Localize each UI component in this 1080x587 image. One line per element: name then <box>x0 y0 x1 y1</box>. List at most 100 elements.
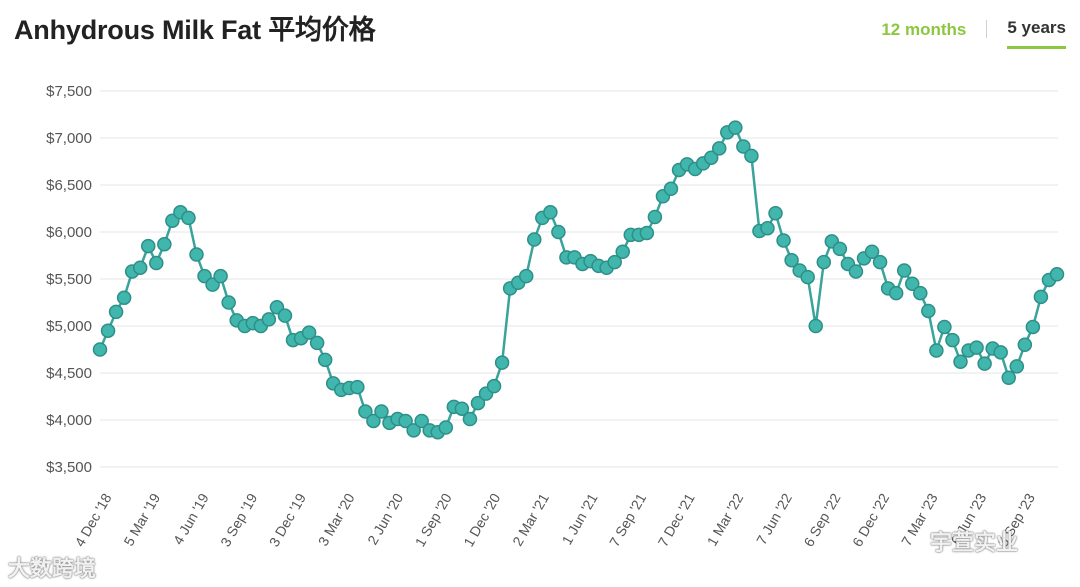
data-point <box>647 209 663 225</box>
data-point <box>816 254 832 270</box>
data-point <box>904 276 920 291</box>
data-point <box>494 355 510 370</box>
data-point <box>414 413 429 429</box>
data-point <box>921 303 936 319</box>
data-point <box>760 220 775 236</box>
y-tick-label: $7,500 <box>46 83 92 100</box>
data-point <box>181 210 196 226</box>
data-point <box>213 268 228 284</box>
data-point <box>309 335 325 351</box>
watermark-left: 大数跨境 <box>8 556 97 581</box>
data-point <box>221 295 236 310</box>
data-point <box>486 378 502 394</box>
data-point <box>527 232 542 247</box>
data-point <box>157 236 172 252</box>
data-point <box>277 308 293 323</box>
data-point <box>977 356 992 371</box>
x-tick-label: 6 Sep '22 <box>800 490 843 549</box>
data-point <box>888 285 904 301</box>
y-tick-label: $3,500 <box>46 459 92 476</box>
data-point <box>937 319 952 335</box>
data-point <box>800 269 815 285</box>
x-tick-label: 7 Dec '21 <box>655 490 698 549</box>
data-point <box>848 264 864 279</box>
data-point <box>301 325 317 340</box>
y-tick-label: $4,500 <box>46 365 92 382</box>
data-point <box>1001 370 1016 385</box>
y-tick-label: $6,000 <box>46 224 92 241</box>
x-tick-label: 1 Mar '22 <box>704 490 747 548</box>
data-point <box>366 413 381 429</box>
data-point <box>108 304 124 320</box>
y-tick-label: $7,000 <box>46 130 92 147</box>
data-point <box>398 413 413 429</box>
page-title: Anhydrous Milk Fat 平均价格 <box>14 15 376 45</box>
data-point <box>945 332 960 348</box>
data-point <box>808 318 823 334</box>
tab-divider <box>986 20 988 38</box>
data-point <box>189 247 204 262</box>
x-tick-label: 4 Dec '18 <box>71 490 114 549</box>
y-tick-label: $5,000 <box>46 318 92 335</box>
data-point <box>543 205 558 220</box>
data-point <box>470 395 486 411</box>
x-tick-label: 1 Sep '20 <box>412 490 455 549</box>
tab-5-years[interactable]: 5 years <box>1007 18 1066 49</box>
x-tick-label: 3 Sep '19 <box>217 490 260 549</box>
data-point <box>406 423 421 438</box>
data-point <box>1049 267 1065 282</box>
data-point <box>374 404 389 419</box>
range-tabs: 12 months 5 years <box>881 18 1066 49</box>
data-point <box>454 401 470 416</box>
data-point <box>1017 337 1033 353</box>
data-point <box>607 254 622 270</box>
data-point <box>993 345 1008 360</box>
data-point <box>784 252 799 268</box>
data-point <box>896 263 912 278</box>
y-tick-label: $6,500 <box>46 177 92 194</box>
data-point <box>969 340 984 355</box>
data-point <box>953 354 968 369</box>
data-point <box>913 285 928 301</box>
data-point <box>438 420 454 435</box>
data-point <box>776 233 791 248</box>
data-point <box>92 342 108 357</box>
data-point <box>350 379 365 395</box>
x-tick-label: 1 Dec '20 <box>460 490 503 549</box>
data-point <box>615 244 630 259</box>
data-point <box>100 323 116 338</box>
data-point <box>358 404 373 419</box>
data-point <box>864 244 880 259</box>
data-point <box>261 312 277 327</box>
data-point <box>132 260 148 275</box>
tab-12-months[interactable]: 12 months <box>881 19 967 39</box>
x-tick-label: 2 Mar '21 <box>509 490 552 548</box>
data-point <box>711 141 727 156</box>
x-tick-label: 3 Mar '20 <box>315 490 358 548</box>
data-point <box>551 224 566 240</box>
x-tick-label: 5 Mar '19 <box>120 490 163 548</box>
x-tick-label: 1 Jun '21 <box>559 490 601 547</box>
data-point <box>149 255 164 271</box>
data-point <box>141 238 156 254</box>
x-tick-label: 7 Jun '22 <box>753 490 795 547</box>
x-tick-label: 4 Jun '19 <box>170 490 212 547</box>
y-tick-label: $5,500 <box>46 271 92 288</box>
data-point <box>1025 319 1041 335</box>
data-point <box>703 150 719 165</box>
x-tick-label: 2 Jun '20 <box>364 490 406 547</box>
data-point <box>768 205 783 221</box>
data-point <box>1033 289 1049 305</box>
data-point <box>663 181 679 197</box>
y-tick-label: $4,000 <box>46 412 92 429</box>
data-point <box>744 148 759 164</box>
data-point <box>317 352 333 368</box>
data-point <box>736 139 751 154</box>
data-point <box>1009 359 1025 374</box>
watermark-right: 宇萱实业 <box>930 530 1019 555</box>
x-tick-label: 7 Sep '21 <box>606 490 649 549</box>
data-point <box>872 254 888 270</box>
data-point <box>518 268 534 284</box>
data-point <box>832 241 848 257</box>
